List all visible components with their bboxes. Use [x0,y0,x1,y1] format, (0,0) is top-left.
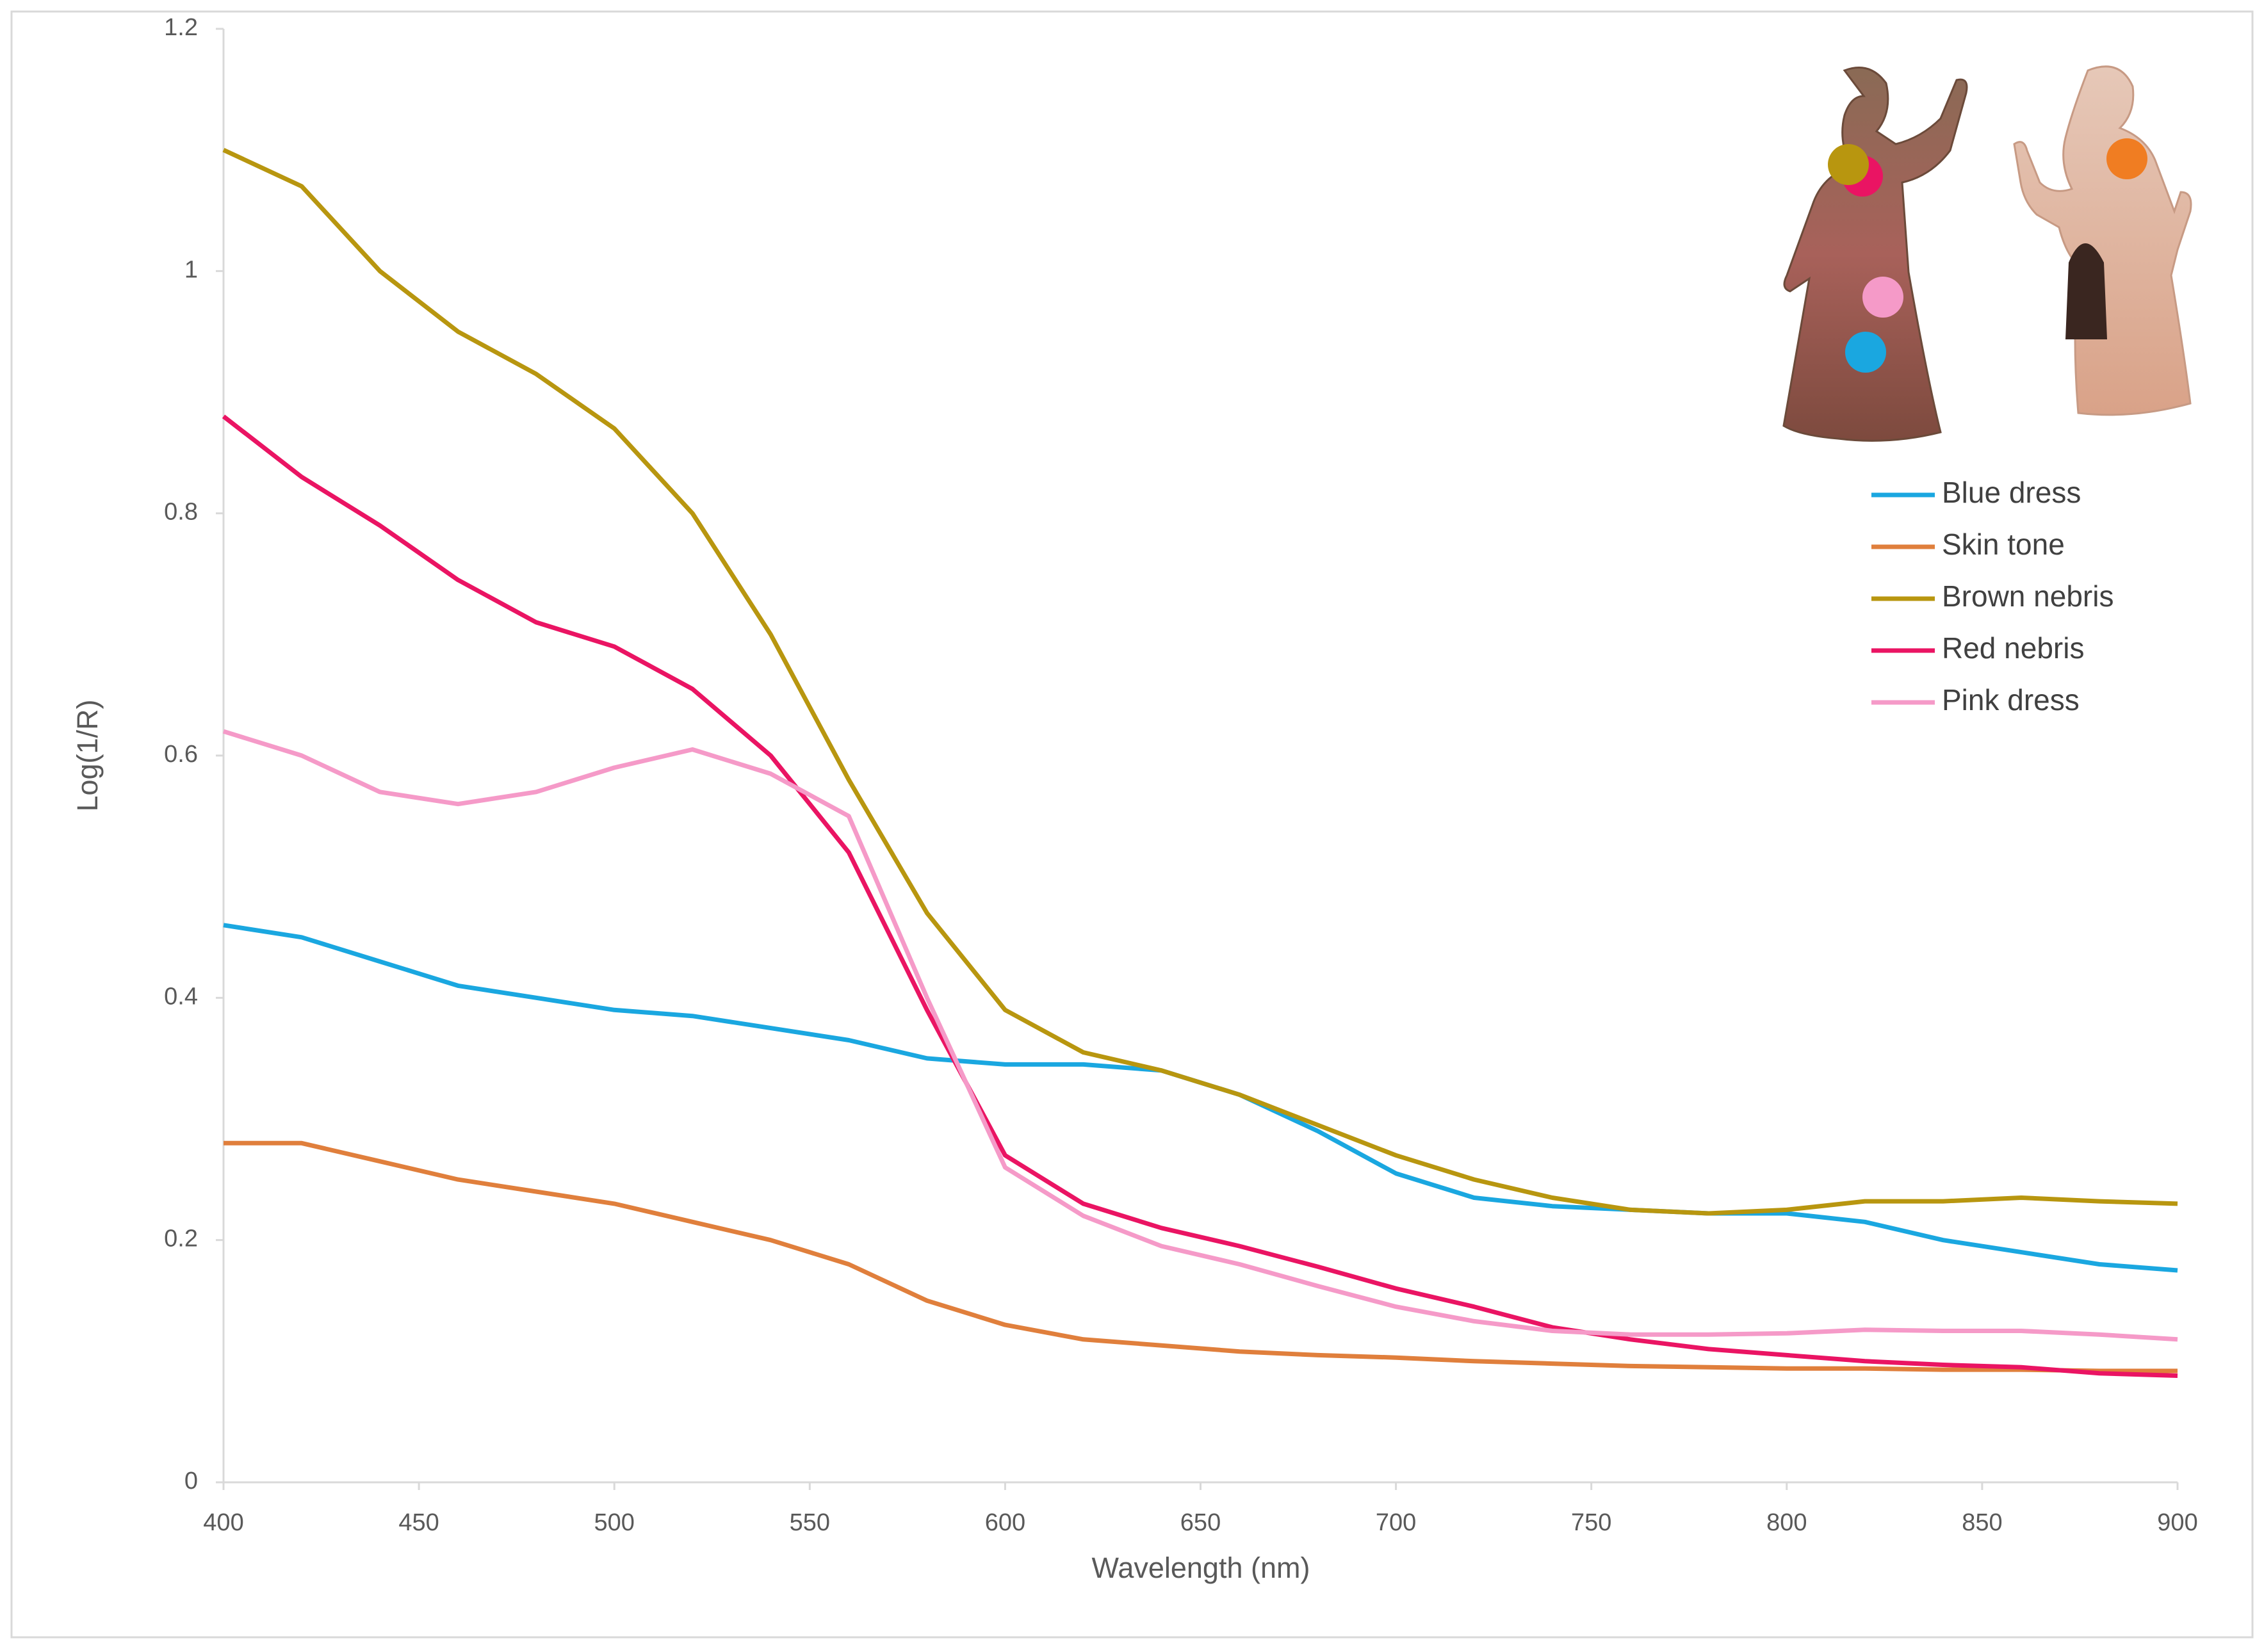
y-axis-title: Log(1/R) [71,699,104,811]
y-tick-label: 0.8 [164,499,198,526]
x-tick-label: 600 [985,1509,1025,1536]
y-tick-label: 0.2 [164,1226,198,1252]
x-axis-title: Wavelength (nm) [1092,1551,1310,1584]
figurine-back [2013,65,2192,416]
series-line [222,729,2178,1342]
y-tick-label: 1.2 [164,14,198,41]
sample-dot [1862,277,1903,318]
figurine-inset [1782,65,2192,442]
series-line [224,1140,2178,1373]
x-tick-label: 650 [1180,1509,1221,1536]
x-tick-label: 550 [790,1509,830,1536]
sample-dot [1828,144,1869,185]
x-tick-label: 800 [1766,1509,1807,1536]
sample-dot [1845,332,1886,373]
figurine-hole [2065,243,2107,339]
y-tick-label: 0.4 [164,983,198,1010]
legend-label: Red nebris [1942,631,2084,665]
y-tick-label: 0 [184,1468,198,1494]
y-tick-label: 0.6 [164,741,198,768]
x-tick-label: 750 [1571,1509,1611,1536]
legend-label: Brown nebris [1942,579,2113,613]
legend-label: Skin tone [1942,528,2065,561]
x-tick-label: 850 [1962,1509,2002,1536]
y-tick-label: 1 [184,256,198,283]
legend-label: Pink dress [1942,683,2080,717]
sample-dot [2106,138,2147,179]
x-tick-label: 450 [398,1509,439,1536]
x-tick-label: 700 [1376,1509,1416,1536]
chart-frame [10,10,2254,1639]
x-tick-label: 400 [203,1509,243,1536]
series-line [222,148,2178,1216]
series-line [222,414,2178,1378]
x-tick-label: 500 [594,1509,634,1536]
legend-label: Blue dress [1942,476,2081,509]
x-tick-label: 900 [2157,1509,2197,1536]
